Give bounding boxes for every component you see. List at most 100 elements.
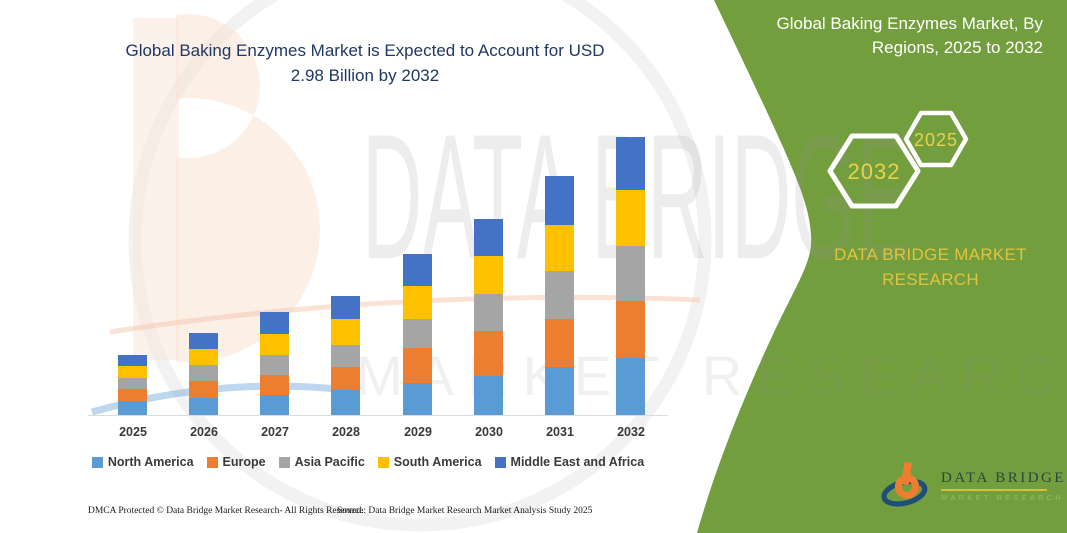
logo-name: DATA BRIDGE [941, 470, 1067, 486]
bar-segment-europe [331, 367, 360, 390]
watermark-b-bowl [176, 14, 320, 362]
logo-orange-bowl [894, 474, 920, 499]
bar-segment-europe [616, 301, 645, 358]
chart-legend: North America Europe Asia Pacific South Ame… [62, 455, 674, 469]
bar-segment-europe [403, 348, 432, 383]
stacked-bar-2030 [474, 219, 503, 415]
stacked-bar-2031 [545, 176, 574, 415]
bar-segment-south-america [545, 225, 574, 271]
hexagon-2032-label: 2032 [848, 159, 901, 184]
bar-segment-middle-east-and-africa [331, 296, 360, 319]
x-axis-label-2025: 2025 [119, 425, 147, 439]
stacked-bar-2028 [331, 296, 360, 415]
x-axis-label-2026: 2026 [190, 425, 218, 439]
bar-segment-north-america [545, 367, 574, 415]
panel-brand-text: DATA BRIDGE MARKET RESEARCH [834, 245, 1027, 289]
logo-wordmark: DATA BRIDGE MARKET RESEARCH [941, 458, 1066, 502]
footer-source: Source: Data Bridge Market Research Mark… [337, 506, 593, 516]
x-axis-label-2032: 2032 [617, 425, 645, 439]
legend-swatch [206, 456, 218, 468]
stacked-bar-2029 [403, 254, 432, 415]
bar-segment-middle-east-and-africa [189, 333, 218, 349]
x-axis-line [88, 415, 668, 416]
legend-item-middle-east-and-africa: Middle East and Africa [494, 455, 645, 469]
hexagon-2032 [827, 133, 921, 209]
x-axis-label-2027: 2027 [261, 425, 289, 439]
bar-segment-asia-pacific [260, 355, 289, 375]
bar-segment-middle-east-and-africa [616, 137, 645, 190]
legend-label: Europe [222, 455, 266, 469]
stacked-bar-2027 [260, 312, 289, 415]
legend-item-north-america: North America [91, 455, 194, 469]
bar-segment-north-america [474, 376, 503, 415]
bar-segment-asia-pacific [474, 294, 503, 331]
databridge-logo-icon [881, 461, 928, 507]
legend-item-europe: Europe [206, 455, 266, 469]
bar-segment-asia-pacific [189, 365, 218, 381]
legend-item-south-america: South America [377, 455, 482, 469]
bar-segment-north-america [260, 395, 289, 415]
legend-label: Middle East and Africa [510, 455, 645, 469]
stacked-bar-2025 [118, 355, 147, 415]
logo-subtitle: MARKET RESEARCH [941, 493, 1064, 502]
watermark-b-stem [133, 18, 179, 360]
legend-swatch [91, 456, 103, 468]
x-axis-label-2030: 2030 [475, 425, 503, 439]
chart-title: Global Baking Enzymes Market is Expected… [95, 38, 635, 88]
legend-label: Asia Pacific [294, 455, 365, 469]
bar-segment-europe [474, 331, 503, 376]
bar-segment-south-america [331, 319, 360, 345]
bar-segment-north-america [331, 390, 360, 415]
bar-segment-middle-east-and-africa [118, 355, 147, 366]
year-hexagons: 2025 2032 [827, 110, 969, 209]
bar-segment-north-america [403, 383, 432, 415]
x-axis-label-2031: 2031 [546, 425, 574, 439]
green-panel-shape [697, 0, 1067, 533]
bar-segment-europe [189, 381, 218, 398]
bar-segment-north-america [616, 358, 645, 415]
panel-title-line2: Regions, 2025 to 2032 [871, 38, 1043, 57]
legend-label: South America [393, 455, 482, 469]
x-axis-label-2028: 2028 [332, 425, 360, 439]
bar-segment-asia-pacific [118, 378, 147, 389]
legend-swatch [494, 456, 506, 468]
bar-segment-asia-pacific [616, 246, 645, 301]
bar-segment-south-america [118, 366, 147, 378]
hexagon-2025 [903, 110, 969, 168]
bar-segment-europe [118, 389, 147, 401]
footer-dmca: DMCA Protected © Data Bridge Market Rese… [88, 506, 364, 516]
bar-segment-middle-east-and-africa [403, 254, 432, 286]
chart-title-line2: 2.98 Billion by 2032 [290, 66, 440, 85]
stacked-bar-2032 [616, 137, 645, 415]
panel-title: Global Baking Enzymes Market, By Regions… [740, 12, 1043, 60]
bar-segment-middle-east-and-africa [260, 312, 289, 334]
bar-segment-south-america [189, 349, 218, 365]
panel-title-line1: Global Baking Enzymes Market, By [776, 14, 1043, 33]
bar-segment-middle-east-and-africa [474, 219, 503, 256]
legend-swatch [377, 456, 389, 468]
bar-segment-north-america [118, 401, 147, 415]
legend-item-asia-pacific: Asia Pacific [278, 455, 365, 469]
hexagon-2025-label: 2025 [914, 130, 958, 150]
bar-segment-north-america [189, 398, 218, 415]
legend-swatch [278, 456, 290, 468]
bar-segment-asia-pacific [545, 271, 574, 319]
logo-divider [941, 489, 1047, 491]
legend-label: North America [107, 455, 194, 469]
chart-title-line1: Global Baking Enzymes Market is Expected… [125, 41, 605, 60]
stacked-bar-chart: 2025 2026 2027 2028 2029 2030 2031 2032 North A… [62, 137, 674, 469]
bar-segment-south-america [616, 190, 645, 246]
bar-segment-south-america [474, 256, 503, 294]
bar-segment-asia-pacific [331, 345, 360, 367]
databridge-logo: DATA BRIDGE MARKET RESEARCH [881, 458, 1066, 510]
stacked-bar-2026 [189, 333, 218, 415]
x-axis-label-2029: 2029 [404, 425, 432, 439]
bar-segment-europe [545, 319, 574, 367]
bar-segment-europe [260, 375, 289, 395]
bar-segment-south-america [260, 334, 289, 355]
bar-segment-asia-pacific [403, 319, 432, 348]
bar-segment-middle-east-and-africa [545, 176, 574, 225]
